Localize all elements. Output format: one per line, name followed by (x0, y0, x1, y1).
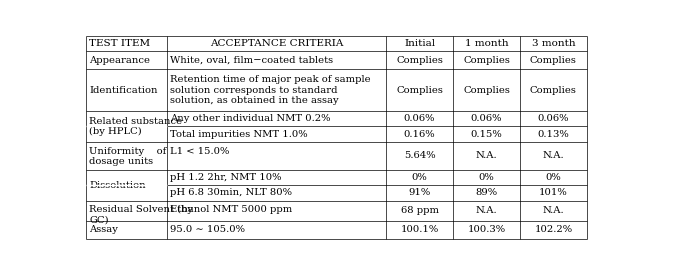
Text: Any other individual NMT 0.2%: Any other individual NMT 0.2% (171, 114, 331, 123)
Text: 91%: 91% (408, 188, 431, 197)
Text: 0.06%: 0.06% (538, 114, 569, 123)
Text: 0.15%: 0.15% (470, 130, 502, 139)
Text: 100.3%: 100.3% (467, 225, 506, 234)
Text: Complies: Complies (396, 55, 443, 64)
Text: 0%: 0% (479, 173, 494, 182)
Text: White, oval, film−coated tablets: White, oval, film−coated tablets (171, 55, 334, 64)
Text: Complies: Complies (463, 86, 510, 95)
Text: ACCEPTANCE CRITERIA: ACCEPTANCE CRITERIA (210, 39, 343, 48)
Text: pH 6.8 30min, NLT 80%: pH 6.8 30min, NLT 80% (171, 188, 293, 197)
Text: N.A.: N.A. (543, 152, 564, 160)
Text: N.A.: N.A. (543, 206, 564, 215)
Text: Total impurities NMT 1.0%: Total impurities NMT 1.0% (171, 130, 308, 139)
Text: 0.13%: 0.13% (537, 130, 570, 139)
Text: 1 month: 1 month (464, 39, 508, 48)
Text: N.A.: N.A. (476, 152, 497, 160)
Text: 0.16%: 0.16% (404, 130, 435, 139)
Text: Residual Solvent (by
GC): Residual Solvent (by GC) (90, 205, 193, 224)
Text: 0.06%: 0.06% (404, 114, 435, 123)
Text: Uniformity    of
dosage units: Uniformity of dosage units (90, 147, 167, 166)
Text: Complies: Complies (530, 86, 577, 95)
Text: Retention time of major peak of sample
solution corresponds to standard
solution: Retention time of major peak of sample s… (171, 75, 371, 105)
Text: 95.0 ∼ 105.0%: 95.0 ∼ 105.0% (171, 225, 245, 234)
Text: 68 ppm: 68 ppm (400, 206, 439, 215)
Text: 0%: 0% (545, 173, 561, 182)
Text: 0%: 0% (412, 173, 427, 182)
Text: 101%: 101% (539, 188, 568, 197)
Text: 5.64%: 5.64% (404, 152, 435, 160)
Text: 100.1%: 100.1% (400, 225, 439, 234)
Text: Dissolution: Dissolution (90, 181, 146, 190)
Text: 3 month: 3 month (532, 39, 575, 48)
Text: Complies: Complies (463, 55, 510, 64)
Text: Related substance
(by HPLC): Related substance (by HPLC) (90, 117, 183, 136)
Text: 102.2%: 102.2% (534, 225, 572, 234)
Text: Ethanol NMT 5000 ppm: Ethanol NMT 5000 ppm (171, 205, 293, 214)
Text: TEST ITEM: TEST ITEM (90, 39, 150, 48)
Text: Complies: Complies (396, 86, 443, 95)
Text: Initial: Initial (404, 39, 435, 48)
Text: N.A.: N.A. (476, 206, 497, 215)
Text: 89%: 89% (475, 188, 497, 197)
Text: Complies: Complies (530, 55, 577, 64)
Text: Identification: Identification (90, 86, 158, 95)
Text: Appearance: Appearance (90, 55, 150, 64)
Text: 0.06%: 0.06% (470, 114, 502, 123)
Text: pH 1.2 2hr, NMT 10%: pH 1.2 2hr, NMT 10% (171, 173, 282, 182)
Text: Assay: Assay (90, 225, 119, 234)
Text: L1 < 15.0%: L1 < 15.0% (171, 147, 230, 156)
